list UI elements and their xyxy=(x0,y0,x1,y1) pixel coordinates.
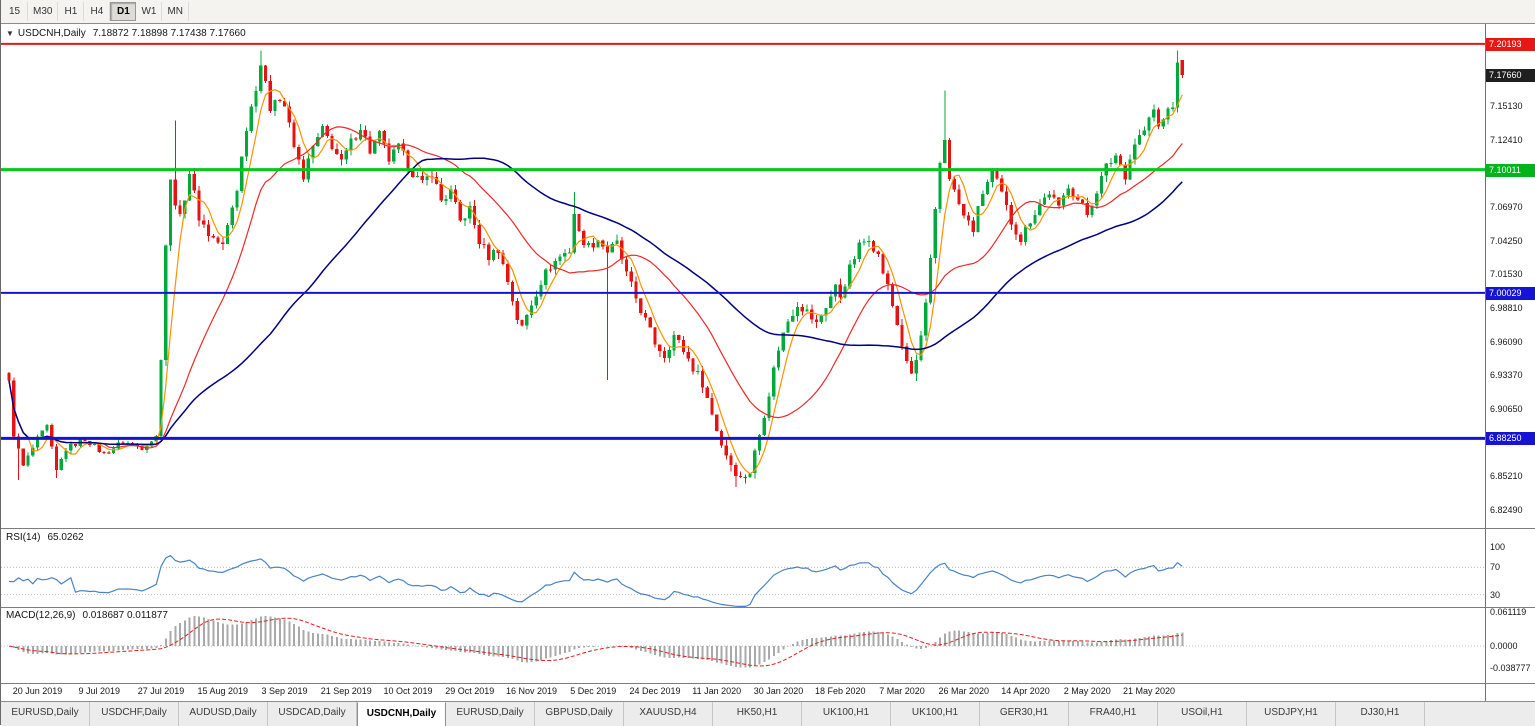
chart-tab-usoil-h1[interactable]: USOil,H1 xyxy=(1158,702,1247,726)
date-axis-tick: 18 Feb 2020 xyxy=(814,686,866,696)
price-level-badge: 7.17660 xyxy=(1486,69,1535,83)
date-axis-tick: 16 Nov 2019 xyxy=(505,686,558,696)
panel-splitter[interactable] xyxy=(1,607,1535,608)
time-axis[interactable]: 20 Jun 2019 9 Jul 2019 27 Jul 2019 15 Aug 2… xyxy=(1,684,1485,701)
price-axis-tick: 7.01530 xyxy=(1490,269,1523,280)
date-axis-tick: 7 Mar 2020 xyxy=(879,686,925,696)
date-axis-tick: 9 Jul 2019 xyxy=(78,686,121,696)
date-axis-tick: 15 Aug 2019 xyxy=(197,686,249,696)
date-axis-tick: 21 Sep 2019 xyxy=(320,686,372,696)
chart-dropdown-icon[interactable]: ▼ xyxy=(6,29,14,38)
timeframe-button-h4[interactable]: H4 xyxy=(84,2,111,21)
price-axis-tick: 6.82490 xyxy=(1490,504,1523,515)
chart-tab-uk100-h1[interactable]: UK100,H1 xyxy=(891,702,980,726)
price-axis-tick: 6.90650 xyxy=(1490,403,1523,414)
price-level-badge: 6.88250 xyxy=(1486,432,1535,446)
chart-tab-eurusd-daily[interactable]: EURUSD,Daily xyxy=(1,702,90,726)
main-price-chart[interactable] xyxy=(1,24,1485,528)
rsi-label: RSI(14) 65.0262 xyxy=(6,532,84,543)
rsi-name: RSI(14) xyxy=(6,532,41,543)
chart-tab-hk50-h1[interactable]: HK50,H1 xyxy=(713,702,802,726)
timeframe-button-m30[interactable]: M30 xyxy=(28,2,59,21)
date-axis-tick: 2 May 2020 xyxy=(1063,686,1111,696)
price-level-badge: 7.20193 xyxy=(1486,37,1535,51)
price-axis-tick: 6.93370 xyxy=(1490,370,1523,381)
date-axis-tick: 26 Mar 2020 xyxy=(938,686,990,696)
macd-current-values: 0.018687 0.011877 xyxy=(82,610,168,621)
price-axis-tick: 6.96090 xyxy=(1490,336,1523,347)
axis-separator xyxy=(1,683,1535,684)
price-axis-tick: 7.04250 xyxy=(1490,235,1523,246)
price-level-badge: 7.10011 xyxy=(1486,163,1535,177)
chart-tab-fra40-h1[interactable]: FRA40,H1 xyxy=(1069,702,1158,726)
macd-label: MACD(12,26,9) 0.018687 0.011877 xyxy=(6,610,168,621)
chart-tab-usdjpy-h1[interactable]: USDJPY,H1 xyxy=(1247,702,1336,726)
macd-axis-tick: -0.038777 xyxy=(1490,662,1531,673)
price-axis-tick: 6.85210 xyxy=(1490,470,1523,481)
date-axis-tick: 3 Sep 2019 xyxy=(261,686,308,696)
macd-axis-tick: 0.0000 xyxy=(1490,641,1518,651)
date-axis-tick: 27 Jul 2019 xyxy=(137,686,185,696)
chart-tab-usdcnh-daily[interactable]: USDCNH,Daily xyxy=(357,702,446,726)
chart-symbol-label: USDCNH,Daily xyxy=(17,28,86,39)
chart-tab-xauusd-h4[interactable]: XAUUSD,H4 xyxy=(624,702,713,726)
chart-ohlc-values: 7.18872 7.18898 7.17438 7.17660 xyxy=(92,28,246,39)
chart-title: ▼ USDCNH,Daily 7.18872 7.18898 7.17438 7.1… xyxy=(6,28,246,39)
price-axis-tick: 6.98810 xyxy=(1490,302,1523,313)
price-level-badge: 7.00029 xyxy=(1486,286,1535,300)
chart-tab-audusd-daily[interactable]: AUDUSD,Daily xyxy=(179,702,268,726)
date-axis-tick: 24 Dec 2019 xyxy=(629,686,681,696)
timeframe-toolbar: 15 M30 H1 H4 D1 W1 MN xyxy=(1,0,1535,24)
timeframe-button-h1[interactable]: H1 xyxy=(58,2,85,21)
chart-tab-eurusd-daily[interactable]: EURUSD,Daily xyxy=(446,702,535,726)
chart-tab-uk100-h1[interactable]: UK100,H1 xyxy=(802,702,891,726)
chart-tabs-bar: EURUSD,Daily USDCHF,Daily AUDUSD,Daily USDC… xyxy=(1,701,1535,726)
macd-indicator-panel[interactable] xyxy=(1,608,1485,683)
timeframe-button-mn[interactable]: MN xyxy=(162,2,190,21)
macd-name: MACD(12,26,9) xyxy=(6,610,76,621)
price-axis-tick: 7.06970 xyxy=(1490,202,1523,213)
chart-tab-usdchf-daily[interactable]: USDCHF,Daily xyxy=(90,702,179,726)
macd-axis-tick: 0.061119 xyxy=(1490,607,1527,617)
date-axis-tick: 29 Oct 2019 xyxy=(445,686,495,696)
date-axis-tick: 14 Apr 2020 xyxy=(1001,686,1050,696)
rsi-axis-tick: 70 xyxy=(1490,562,1501,573)
chart-tab-usdcad-daily[interactable]: USDCAD,Daily xyxy=(268,702,357,726)
date-axis-tick: 21 May 2020 xyxy=(1122,686,1176,696)
timeframe-button-d1[interactable]: D1 xyxy=(110,2,137,21)
rsi-current-value: 65.0262 xyxy=(47,532,84,543)
date-axis-tick: 30 Jan 2020 xyxy=(753,686,804,696)
rsi-axis-tick: 30 xyxy=(1490,589,1501,600)
date-axis-tick: 20 Jun 2019 xyxy=(12,686,63,696)
chart-tab-gbpusd-daily[interactable]: GBPUSD,Daily xyxy=(535,702,624,726)
rsi-axis-tick: 100 xyxy=(1490,542,1506,552)
date-axis-tick: 10 Oct 2019 xyxy=(383,686,433,696)
date-axis-tick: 11 Jan 2020 xyxy=(692,686,742,696)
timeframe-button-w1[interactable]: W1 xyxy=(136,2,163,21)
chart-tab-dj30-h1[interactable]: DJ30,H1 xyxy=(1336,702,1425,726)
price-axis[interactable]: 7.151307.124107.096907.069707.042507.015… xyxy=(1485,24,1535,701)
rsi-indicator-panel[interactable] xyxy=(1,529,1485,607)
price-axis-tick: 7.12410 xyxy=(1490,134,1523,145)
date-axis-tick: 5 Dec 2019 xyxy=(570,686,617,696)
price-axis-tick: 7.15130 xyxy=(1490,101,1523,112)
chart-tab-ger30-h1[interactable]: GER30,H1 xyxy=(980,702,1069,726)
panel-splitter[interactable] xyxy=(1,528,1535,529)
timeframe-button-15[interactable]: 15 xyxy=(2,2,28,21)
